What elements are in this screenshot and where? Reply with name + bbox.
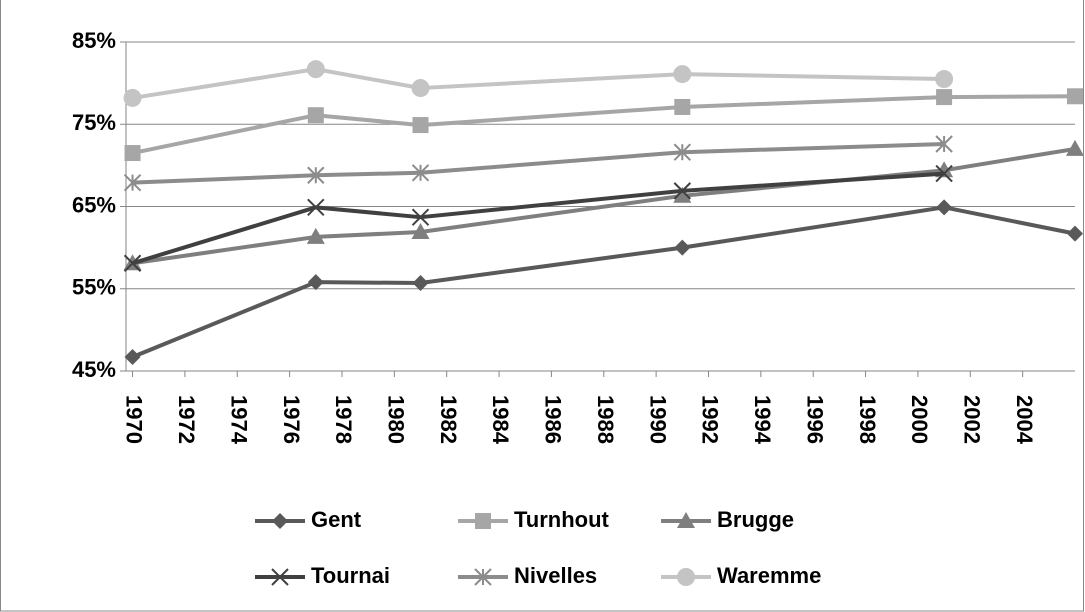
marker — [936, 89, 953, 106]
marker — [271, 568, 289, 586]
marker — [673, 186, 692, 203]
marker — [935, 135, 953, 153]
legend-entry: Tournai — [255, 563, 390, 588]
marker — [674, 98, 691, 115]
marker — [475, 513, 491, 529]
x-tick-label: 2002 — [959, 395, 984, 444]
legend-label: Nivelles — [514, 563, 597, 588]
legend-entry: Waremme — [661, 563, 821, 588]
marker — [411, 222, 430, 239]
marker — [123, 254, 142, 272]
marker — [935, 70, 954, 89]
x-tick-label: 1992 — [698, 395, 723, 444]
x-tick-label: 2000 — [907, 395, 932, 444]
marker — [307, 166, 325, 184]
marker-stroke — [271, 568, 289, 586]
x-tick-label: 1970 — [122, 395, 147, 444]
x-tick-label: 1974 — [226, 395, 251, 445]
x-tick-label: 1996 — [802, 395, 827, 444]
legend-entry: Brugge — [661, 507, 794, 532]
x-tick-label: 1984 — [488, 395, 513, 445]
marker — [673, 182, 692, 200]
marker — [1066, 139, 1084, 156]
legend-label: Tournai — [311, 563, 390, 588]
x-tick-label: 1972 — [174, 395, 199, 444]
y-tick-label: 85% — [72, 28, 116, 53]
x-tick-label: 1980 — [384, 395, 409, 444]
y-tick-label: 75% — [72, 110, 116, 135]
marker — [935, 164, 953, 183]
marker — [677, 512, 695, 528]
x-tick-label: 1994 — [750, 395, 775, 445]
x-tick-label: 2004 — [1012, 395, 1037, 445]
marker — [272, 513, 288, 529]
y-tick-label: 55% — [72, 275, 116, 300]
marker — [412, 274, 429, 291]
series-line — [131, 205, 1076, 359]
y-tick-label: 45% — [72, 357, 116, 382]
x-tick-label: 1988 — [593, 395, 618, 444]
marker — [936, 199, 953, 216]
x-tick-label: 1986 — [541, 395, 566, 444]
marker — [306, 60, 325, 79]
marker — [673, 143, 692, 161]
marker — [307, 107, 324, 124]
series-line — [132, 94, 1076, 155]
marker-stroke — [673, 182, 692, 200]
marker — [307, 198, 325, 217]
series-line — [132, 146, 1076, 266]
legend-label: Turnhout — [514, 507, 610, 532]
legend-entry: Gent — [255, 507, 362, 532]
marker — [674, 239, 691, 256]
marker — [1067, 225, 1083, 242]
marker — [1067, 88, 1083, 105]
marker-stroke — [935, 164, 953, 183]
x-tick-label: 1976 — [279, 395, 304, 444]
marker — [123, 173, 142, 192]
legend-label: Gent — [311, 507, 362, 532]
marker-stroke — [307, 198, 325, 217]
legend-label: Brugge — [717, 507, 794, 532]
marker-stroke — [411, 208, 430, 226]
x-tick-label: 1998 — [855, 395, 880, 444]
legend-entry: Turnhout — [458, 507, 610, 532]
marker — [124, 145, 141, 162]
marker — [306, 227, 325, 244]
marker — [411, 208, 430, 226]
marker-stroke — [123, 254, 142, 272]
marker — [412, 117, 429, 134]
marker — [677, 568, 695, 586]
x-tick-label: 1990 — [645, 395, 670, 444]
x-tick-label: 1982 — [436, 395, 461, 444]
marker — [474, 568, 492, 586]
x-tick-label: 1978 — [331, 395, 356, 444]
marker — [411, 164, 430, 182]
legend-label: Waremme — [717, 563, 821, 588]
marker — [411, 79, 430, 98]
marker — [124, 349, 141, 366]
legend-entry: Nivelles — [458, 563, 597, 588]
marker — [673, 65, 692, 84]
y-tick-label: 65% — [72, 192, 116, 217]
marker — [307, 274, 324, 291]
marker — [123, 88, 142, 107]
